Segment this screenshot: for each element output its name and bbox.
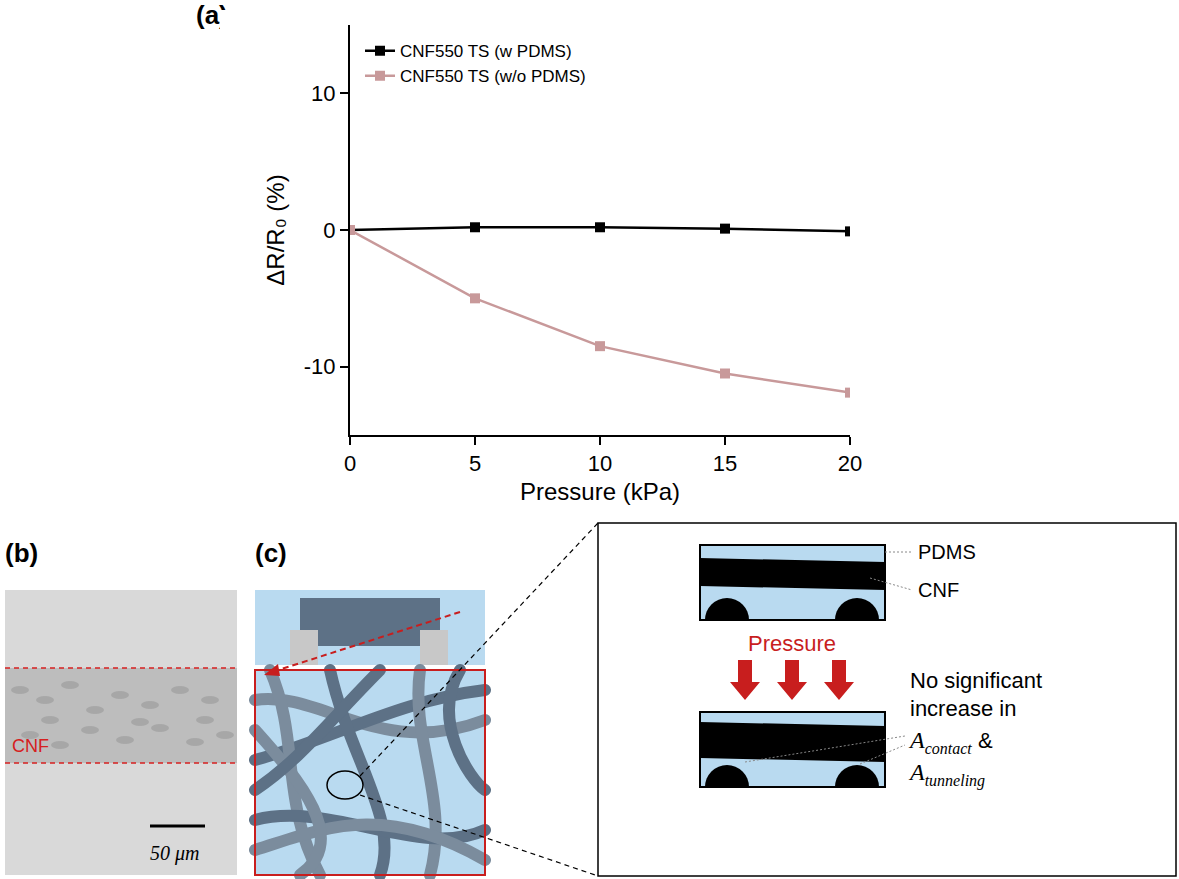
svg-text:CNF: CNF: [918, 579, 959, 601]
svg-text:CNF550 TS (w/o PDMS): CNF550 TS (w/o PDMS): [400, 67, 586, 86]
svg-text:-10: -10: [304, 354, 336, 379]
svg-text:CNF: CNF: [12, 736, 49, 756]
svg-text:increase in: increase in: [910, 696, 1016, 721]
svg-text:No significant: No significant: [910, 668, 1042, 693]
svg-text:PDMS: PDMS: [918, 541, 976, 563]
svg-text:5: 5: [469, 451, 481, 476]
svg-text:0: 0: [323, 218, 335, 243]
svg-text:20: 20: [838, 451, 862, 476]
svg-text:(c): (c): [255, 538, 287, 568]
svg-text:CNF550 TS (w PDMS): CNF550 TS (w PDMS): [400, 42, 572, 61]
svg-text:10: 10: [588, 451, 612, 476]
svg-text:Atunneling: Atunneling: [908, 759, 985, 790]
svg-text:15: 15: [713, 451, 737, 476]
svg-text:50 μm: 50 μm: [150, 842, 199, 865]
svg-text:(b): (b): [5, 538, 38, 568]
svg-text:10: 10: [311, 81, 335, 106]
svg-text:0: 0: [344, 451, 356, 476]
svg-text:Pressure: Pressure: [748, 631, 836, 656]
svg-text:Pressure (kPa): Pressure (kPa): [520, 478, 680, 505]
svg-text:Acontact &: Acontact &: [908, 727, 993, 757]
html-text:(a): (a): [196, 0, 228, 30]
svg-text:ΔR/R₀ (%): ΔR/R₀ (%): [262, 174, 289, 285]
